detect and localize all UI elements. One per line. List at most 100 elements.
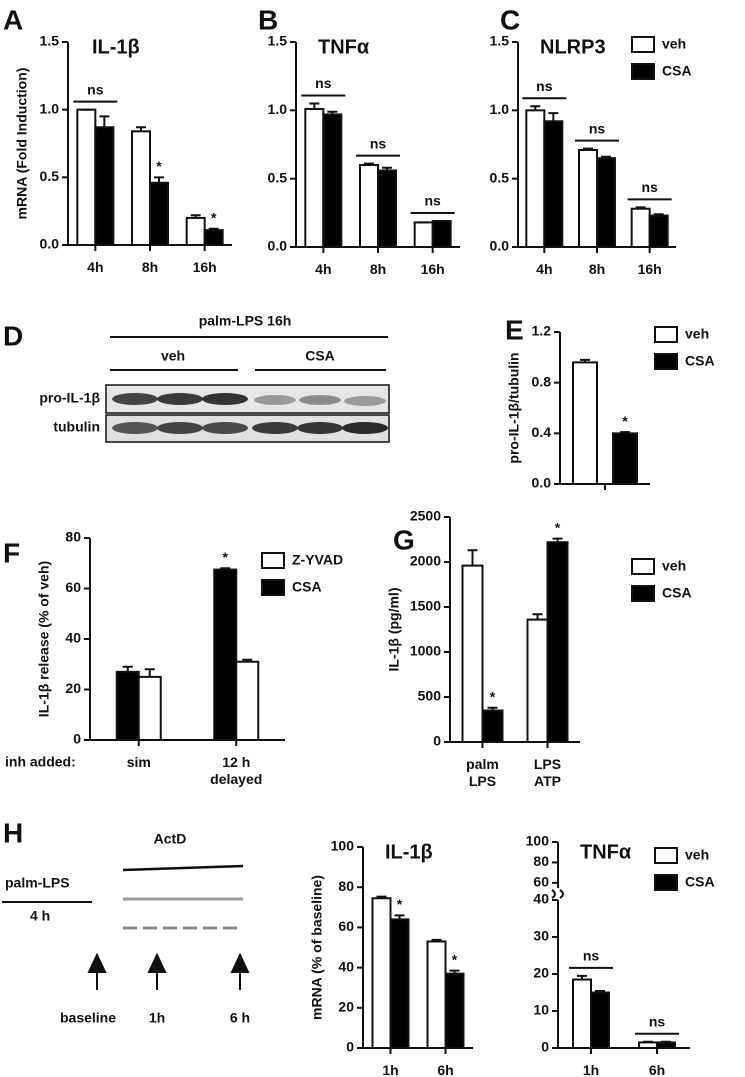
legend-label: veh bbox=[662, 558, 686, 574]
bar bbox=[304, 107, 325, 249]
timeline-label: 4 h bbox=[30, 908, 50, 924]
legend-swatch bbox=[631, 585, 655, 602]
x-tick-label: LPS ATP bbox=[534, 756, 561, 789]
legend-swatch bbox=[654, 874, 678, 891]
legend-label: Z-YVAD bbox=[292, 552, 343, 568]
y-tick-label: 2000 bbox=[410, 553, 441, 569]
timeline-arrows bbox=[87, 952, 250, 990]
legend-swatch bbox=[261, 552, 285, 569]
legend-label: CSA bbox=[685, 874, 715, 890]
bar bbox=[235, 660, 260, 741]
y-tick-label: 1.0 bbox=[40, 100, 60, 116]
timeline-line bbox=[122, 864, 244, 872]
bar bbox=[359, 164, 379, 248]
y-tick-label: 0.8 bbox=[532, 373, 552, 389]
legend-label: CSA bbox=[662, 63, 692, 79]
y-tick-label: 40 bbox=[65, 630, 81, 646]
y-tick-label: 0 bbox=[541, 1039, 549, 1055]
error-bar bbox=[661, 1040, 671, 1043]
bar bbox=[596, 157, 616, 249]
x-tick-label: 4h bbox=[536, 261, 552, 277]
y-axis-label: IL-1β (pg/ml) bbox=[386, 588, 402, 672]
y-tick-label: 500 bbox=[418, 688, 442, 704]
x-tick-label: 16h bbox=[638, 261, 662, 277]
y-tick-label: 0 bbox=[346, 1039, 354, 1055]
y-tick-label: 20 bbox=[338, 999, 354, 1015]
legend-swatch bbox=[631, 63, 655, 80]
x-tick-label: 4h bbox=[87, 259, 103, 275]
chart-title: IL-1β bbox=[385, 841, 433, 863]
error-bar bbox=[122, 665, 133, 672]
bar bbox=[638, 1041, 658, 1049]
y-tick-label: 20 bbox=[65, 680, 81, 696]
panel-letter: A bbox=[3, 4, 23, 35]
bar bbox=[377, 169, 397, 248]
panel-letter: H bbox=[3, 817, 23, 848]
significance-label: ns bbox=[589, 120, 606, 136]
x-tick-label: 12 h delayed bbox=[210, 754, 262, 787]
y-tick-label: 60 bbox=[65, 579, 81, 595]
y-tick-label: 1.5 bbox=[268, 33, 288, 49]
error-bar bbox=[548, 112, 559, 122]
panel-letter: E bbox=[505, 314, 524, 345]
bar bbox=[526, 618, 549, 743]
y-tick-label: 2500 bbox=[410, 508, 441, 524]
x-tick-label: sim bbox=[127, 754, 151, 770]
y-tick-label: 1.2 bbox=[532, 323, 552, 339]
y-tick-label: 60 bbox=[338, 918, 354, 934]
legend-label: veh bbox=[662, 36, 686, 52]
x-tick-label: 1h bbox=[382, 1062, 398, 1077]
significance-label: * bbox=[490, 689, 496, 705]
legend-label: CSA bbox=[662, 585, 692, 601]
y-tick-label: 100 bbox=[331, 838, 355, 854]
error-bar bbox=[99, 115, 110, 128]
bar bbox=[630, 207, 651, 249]
bar bbox=[444, 972, 465, 1050]
y-axis-label: mRNA (Fold Induction) bbox=[14, 68, 30, 220]
error-bar bbox=[382, 166, 392, 171]
error-bar bbox=[577, 974, 587, 980]
error-bar bbox=[643, 1040, 653, 1043]
timeline-label: palm-LPS bbox=[5, 875, 70, 891]
y-tick-label: 10 bbox=[533, 1002, 549, 1018]
error-bar bbox=[144, 668, 155, 677]
y-tick-label: 0.5 bbox=[40, 168, 60, 184]
error-bar bbox=[583, 147, 593, 150]
panel-letter: D bbox=[3, 320, 23, 351]
significance-label: * bbox=[223, 549, 229, 565]
bar bbox=[525, 109, 546, 249]
y-tick-label: 40 bbox=[533, 891, 549, 907]
bar bbox=[389, 918, 410, 1049]
x-tick-label: 8h bbox=[370, 261, 386, 277]
y-tick-label: 0.0 bbox=[268, 238, 288, 254]
bar bbox=[185, 216, 206, 246]
bar bbox=[481, 709, 504, 743]
error-bar bbox=[190, 214, 201, 218]
legend-swatch bbox=[654, 326, 678, 343]
y-tick-label: 1.0 bbox=[268, 101, 288, 117]
bar bbox=[648, 214, 669, 248]
significance-label: ns bbox=[641, 179, 658, 195]
bar bbox=[461, 564, 484, 743]
error-bar bbox=[220, 567, 231, 570]
significance-label: ns bbox=[536, 78, 553, 94]
legend-swatch bbox=[631, 36, 655, 53]
error-bar bbox=[376, 895, 387, 899]
y-tick-label: 0 bbox=[433, 733, 441, 749]
error-bar bbox=[601, 155, 611, 159]
error-bar bbox=[431, 938, 442, 942]
x-tick-label: 4h bbox=[315, 261, 331, 277]
y-tick-label: 1000 bbox=[410, 643, 441, 659]
bar bbox=[413, 221, 434, 248]
bar bbox=[546, 541, 569, 744]
blot-row-label: pro-IL-1β bbox=[39, 390, 100, 406]
chart-title: TNFα bbox=[580, 841, 632, 863]
y-tick-label: 0.0 bbox=[40, 236, 60, 252]
error-bar bbox=[242, 658, 253, 662]
x-tick-label: 6h bbox=[649, 1062, 665, 1077]
x-tick-label: 8h bbox=[142, 259, 158, 275]
bar bbox=[426, 940, 447, 1049]
y-tick-label: 0.0 bbox=[532, 475, 552, 491]
bar bbox=[137, 675, 162, 741]
